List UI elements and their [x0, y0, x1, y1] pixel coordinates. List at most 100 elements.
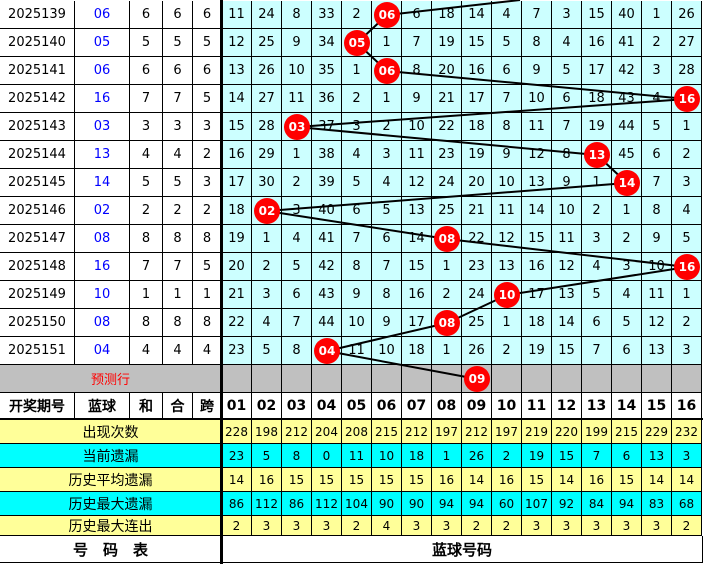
trend-cell: 7 [282, 309, 312, 337]
sum-cell: 2 [130, 197, 163, 225]
trend-cell: 44 [612, 113, 642, 141]
he-cell: 5 [163, 29, 193, 57]
trend-cell: 24 [252, 1, 282, 29]
trend-cell: 19 [222, 225, 252, 253]
stat-value: 212 [282, 420, 312, 444]
stat-value: 15 [282, 468, 312, 492]
trend-cell: 11 [342, 337, 372, 365]
trend-cell: 5 [252, 337, 282, 365]
trend-cell: 11 [552, 225, 582, 253]
stat-value: 208 [342, 420, 372, 444]
trend-cell: 8 [342, 253, 372, 281]
row-divider [0, 418, 703, 420]
stat-value: 14 [462, 468, 492, 492]
trend-cell: 3 [342, 113, 372, 141]
trend-cell: 8 [552, 141, 582, 169]
stat-value: 2 [492, 444, 522, 468]
trend-cell: 10 [282, 57, 312, 85]
trend-cell: 18 [582, 85, 612, 113]
stat-value: 3 [642, 516, 672, 536]
blue-ball-cell: 06 [75, 1, 130, 29]
header-number: 11 [522, 393, 552, 420]
trend-cell: 17 [222, 169, 252, 197]
trend-cell: 4 [672, 197, 702, 225]
trend-cell: 9 [342, 281, 372, 309]
trend-cell: 36 [312, 85, 342, 113]
stat-value: 3 [312, 516, 342, 536]
stat-value: 18 [402, 444, 432, 468]
trend-cell: 18 [432, 1, 462, 29]
trend-cell: 7 [372, 253, 402, 281]
kua-cell: 8 [193, 225, 222, 253]
trend-cell: 19 [432, 29, 462, 57]
trend-cell: 27 [252, 85, 282, 113]
trend-cell: 10 [552, 197, 582, 225]
trend-cell: 6 [582, 309, 612, 337]
stat-value: 228 [222, 420, 252, 444]
trend-cell: 35 [312, 57, 342, 85]
trend-cell: 3 [642, 57, 672, 85]
trend-cell: 4 [612, 281, 642, 309]
period-cell: 2025148 [0, 253, 75, 281]
predict-cell [522, 365, 552, 393]
sum-cell: 6 [130, 1, 163, 29]
trend-cell: 1 [252, 225, 282, 253]
trend-cell: 6 [282, 281, 312, 309]
predict-label: 预测行 [0, 365, 222, 393]
header-sum: 和 [130, 393, 163, 420]
kua-cell: 4 [193, 337, 222, 365]
stat-value: 10 [372, 444, 402, 468]
ball-marker: 06 [374, 58, 400, 84]
column-divider [220, 0, 223, 564]
kua-cell: 8 [193, 309, 222, 337]
trend-cell: 2 [432, 281, 462, 309]
trend-cell: 6 [612, 337, 642, 365]
he-cell: 8 [163, 225, 193, 253]
trend-cell: 6 [372, 225, 402, 253]
trend-cell: 5 [372, 197, 402, 225]
trend-cell: 27 [672, 29, 702, 57]
header-number: 02 [252, 393, 282, 420]
blue-ball-cell: 16 [75, 85, 130, 113]
blue-ball-cell: 10 [75, 281, 130, 309]
stat-label: 历史最大遗漏 [0, 492, 222, 516]
trend-cell: 3 [282, 197, 312, 225]
trend-cell: 42 [312, 253, 342, 281]
trend-cell: 23 [222, 337, 252, 365]
kua-cell: 6 [193, 1, 222, 29]
blue-ball-cell: 13 [75, 141, 130, 169]
he-cell: 6 [163, 1, 193, 29]
stat-value: 3 [432, 516, 462, 536]
he-cell: 1 [163, 281, 193, 309]
trend-cell: 1 [432, 253, 462, 281]
predict-cell [252, 365, 282, 393]
stat-value: 19 [522, 444, 552, 468]
stat-value: 104 [342, 492, 372, 516]
trend-cell: 19 [522, 337, 552, 365]
stat-value: 197 [432, 420, 462, 444]
trend-cell: 1 [672, 281, 702, 309]
kua-cell: 1 [193, 281, 222, 309]
stat-value: 3 [252, 516, 282, 536]
trend-cell: 17 [402, 309, 432, 337]
ball-marker: 03 [284, 114, 310, 140]
header-number: 04 [312, 393, 342, 420]
predicted-ball: 09 [464, 366, 490, 392]
ball-marker: 13 [584, 142, 610, 168]
stat-value: 14 [552, 468, 582, 492]
stat-value: 90 [372, 492, 402, 516]
trend-cell: 3 [372, 141, 402, 169]
trend-cell: 15 [462, 29, 492, 57]
trend-cell: 9 [522, 57, 552, 85]
trend-cell: 24 [432, 169, 462, 197]
trend-cell: 12 [642, 309, 672, 337]
trend-cell: 25 [252, 29, 282, 57]
kua-cell: 2 [193, 197, 222, 225]
trend-cell: 5 [342, 169, 372, 197]
trend-cell: 12 [402, 169, 432, 197]
blue-ball-cell: 08 [75, 225, 130, 253]
ball-marker: 02 [254, 198, 280, 224]
stat-value: 220 [552, 420, 582, 444]
trend-cell: 1 [342, 57, 372, 85]
